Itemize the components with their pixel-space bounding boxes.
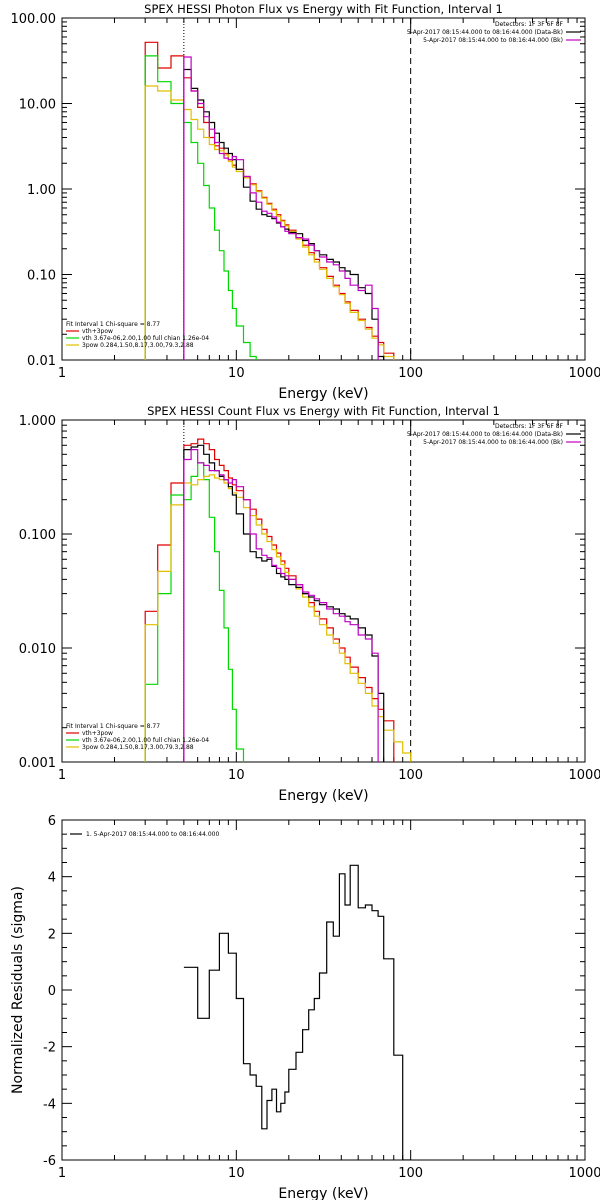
chart-title: SPEX HESSI Photon Flux vs Energy with Fi… xyxy=(144,2,503,16)
y-tick-label: 0.100 xyxy=(19,528,56,543)
y-tick-label: 2 xyxy=(48,927,56,942)
legend-right-entry: Detectors: 1F 3F 6F 8F xyxy=(495,423,564,430)
y-tick-label: 1.000 xyxy=(19,414,56,429)
y-tick-label: -2 xyxy=(43,1041,56,1056)
x-tick-label: 10 xyxy=(228,366,245,381)
x-ticks xyxy=(62,420,577,762)
y-ticks xyxy=(62,22,585,360)
x-tick-label: 1 xyxy=(58,366,66,381)
legend-right-entry: 5-Apr-2017 08:15:44.000 to 08:16:44.000 … xyxy=(407,431,563,438)
legend-left-entry: 3pow 0.284,1.50,8.17,3.00,79.3,2.88 xyxy=(82,744,194,751)
legend-right-entry: 5-Apr-2017 08:15:44.000 to 08:16:44.000 … xyxy=(407,29,563,36)
legend-right-entry: 5-Apr-2017 08:15:44.000 to 08:16:44.000 … xyxy=(423,37,563,44)
x-tick-label: 1 xyxy=(58,1166,66,1181)
plot-frame xyxy=(62,18,585,360)
y-ticks xyxy=(62,425,585,762)
y-tick-label: 0 xyxy=(48,984,56,999)
legend-left-entry: Fit Interval 1 Chi-square = 8.77 xyxy=(66,723,160,730)
legend-left-entry: 3pow 0.284,1.50,8.17,3.00,79.3,2.88 xyxy=(82,342,194,349)
x-tick-label: 100 xyxy=(398,768,423,783)
y-tick-label: 0.010 xyxy=(19,642,56,657)
legend-right-entry: Detectors: 1F 3F 6F 8F xyxy=(495,21,564,28)
chart-panel-2: SPEX HESSI Count Flux vs Energy with Fit… xyxy=(19,404,600,804)
y-tick-label: -4 xyxy=(43,1097,56,1112)
legend-left-entry: vth+3pow xyxy=(82,328,113,335)
series-vth-line xyxy=(145,56,256,365)
y-ticks xyxy=(62,820,585,1160)
x-ticks xyxy=(62,18,577,360)
x-tick-label: 1 xyxy=(58,768,66,783)
y-tick-label: 10.00 xyxy=(19,98,56,113)
legend-left-entry: vth+3pow xyxy=(82,730,113,737)
series-vth-3pow-line xyxy=(145,439,394,767)
series-vth-line xyxy=(145,463,243,767)
chart-panel-1: SPEX HESSI Photon Flux vs Energy with Fi… xyxy=(11,2,600,402)
y-tick-label: 4 xyxy=(48,871,56,886)
legend-left-entry: Fit Interval 1 Chi-square = 8.77 xyxy=(66,321,160,328)
x-tick-label: 100 xyxy=(398,366,423,381)
x-tick-label: 10 xyxy=(228,1166,245,1181)
legend-left-entry: 1. 5-Apr-2017 08:15:44.000 to 08:16:44.0… xyxy=(86,831,219,838)
plot-frame xyxy=(62,820,585,1160)
y-axis-label: Normalized Residuals (sigma) xyxy=(10,886,26,1094)
x-tick-label: 1000 xyxy=(568,366,600,381)
series-residuals-line xyxy=(184,865,411,1165)
legend-left-entry: vth 3.67e-06,2.00,1.00 full chian 1.26e-… xyxy=(82,335,209,342)
y-tick-label: 1.00 xyxy=(27,183,56,198)
legend-right-entry: 5-Apr-2017 08:15:44.000 to 08:16:44.000 … xyxy=(423,439,563,446)
x-axis-label: Energy (keV) xyxy=(278,1186,368,1200)
y-tick-label: 0.01 xyxy=(27,354,56,369)
x-tick-label: 100 xyxy=(398,1166,423,1181)
chart-panel-3: Energy (keV) Normalized Residuals (sigma)… xyxy=(10,814,600,1200)
x-tick-label: 10 xyxy=(228,768,245,783)
x-tick-label: 1000 xyxy=(568,1166,600,1181)
chart-title: SPEX HESSI Count Flux vs Energy with Fit… xyxy=(147,404,500,418)
y-tick-label: 0.10 xyxy=(27,269,56,284)
plot-area xyxy=(184,865,411,1165)
legend-left-entry: vth 3.67e-06,2.00,1.00 full chian 1.26e-… xyxy=(82,737,209,744)
x-tick-label: 1000 xyxy=(568,768,600,783)
series-data-bk-line xyxy=(184,70,384,366)
x-axis-label: Energy (keV) xyxy=(278,788,368,804)
plot-frame xyxy=(62,420,585,762)
y-tick-label: -6 xyxy=(43,1154,56,1169)
y-tick-label: 6 xyxy=(48,814,56,829)
x-axis-label: Energy (keV) xyxy=(278,386,368,402)
y-tick-label: 0.001 xyxy=(19,756,56,771)
y-tick-label: 100.00 xyxy=(11,12,57,27)
series-data-bk-line xyxy=(184,445,384,767)
series-bk-line xyxy=(184,450,384,797)
